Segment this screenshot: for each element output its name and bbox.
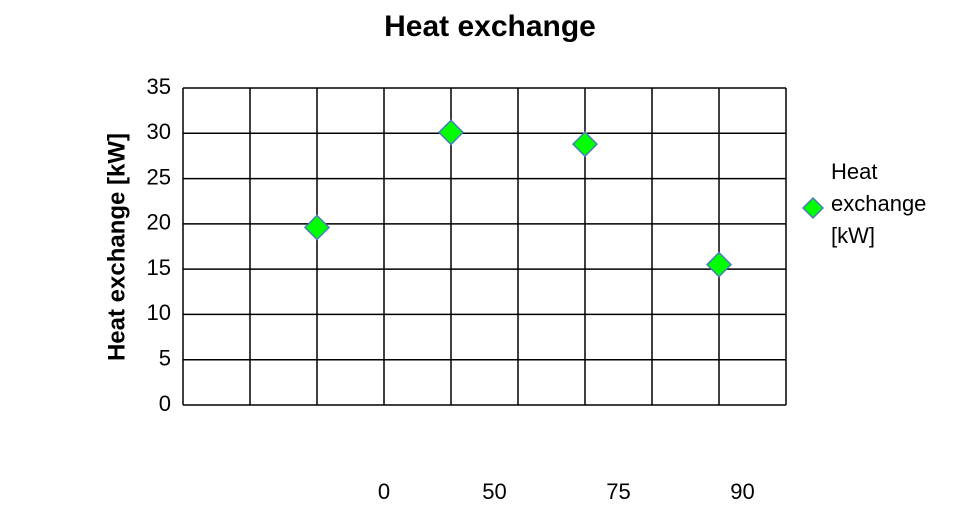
point [705,251,733,278]
y-tick-label: 25 [147,164,171,189]
chart-title: Heat exchange [384,10,596,43]
x-tick-label: 0 [378,479,390,504]
point [571,131,599,158]
y-axis-label: Heat exchange [kW] [103,133,130,361]
y-tick-label: 30 [147,119,171,144]
y-tick-label: 0 [159,391,171,416]
x-tick-label: 75 [606,479,630,504]
y-tick-label: 5 [159,346,171,371]
y-tick-label: 20 [147,210,171,235]
legend-label: Heat exchange [kW] [831,159,927,248]
point [437,119,465,146]
legend-marker [801,196,825,220]
y-tick-label: 15 [147,255,171,280]
point [303,214,331,241]
y-tick-label: 10 [147,300,171,325]
x-tick-label: 90 [730,479,754,504]
x-tick-label: 50 [482,479,506,504]
y-tick-label: 35 [147,74,171,99]
